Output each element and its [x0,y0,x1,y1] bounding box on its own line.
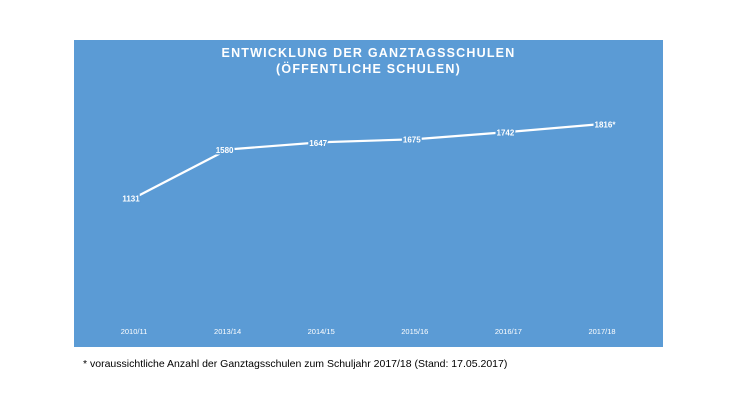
data-point-2015-16 [413,138,416,141]
data-point-2014-15 [320,141,323,144]
data-point-2016-17 [507,130,510,134]
x-tick-label-2015-16: 2015/16 [401,327,428,336]
value-label-2013-14: 1580 [216,146,234,155]
footnote: * voraussichtliche Anzahl der Ganztagssc… [83,358,508,370]
data-point-2013-14 [226,148,229,151]
chart-title-line-1: ENTWICKLUNG DER GANZTAGSSCHULEN [221,46,516,60]
series-line [133,122,603,199]
value-label-2017-18: 1816* [595,121,617,130]
x-tick-label-2013-14: 2013/14 [214,327,241,336]
data-point-2010-11 [132,196,136,200]
x-tick-label-2016-17: 2016/17 [495,327,522,336]
value-label-2016-17: 1742 [497,128,515,137]
value-label-2014-15: 1647 [309,139,327,148]
value-label-2015-16: 1675 [403,136,421,145]
value-label-2010-11: 1131 [122,195,140,204]
chart-title-line-2: (ÖFFENTLICHE SCHULEN) [276,62,461,76]
x-tick-label-2010-11: 2010/11 [121,327,148,336]
x-tick-label-2017-18: 2017/18 [588,327,615,336]
chart-panel: ENTWICKLUNG DER GANZTAGSSCHULEN (ÖFFENTL… [74,40,663,347]
x-tick-label-2014-15: 2014/15 [308,327,335,336]
line-chart: 1131 1580 1647 1675 1742 1816* 2010/11 2013/14… [121,119,618,336]
data-point-2017-18 [600,122,604,126]
